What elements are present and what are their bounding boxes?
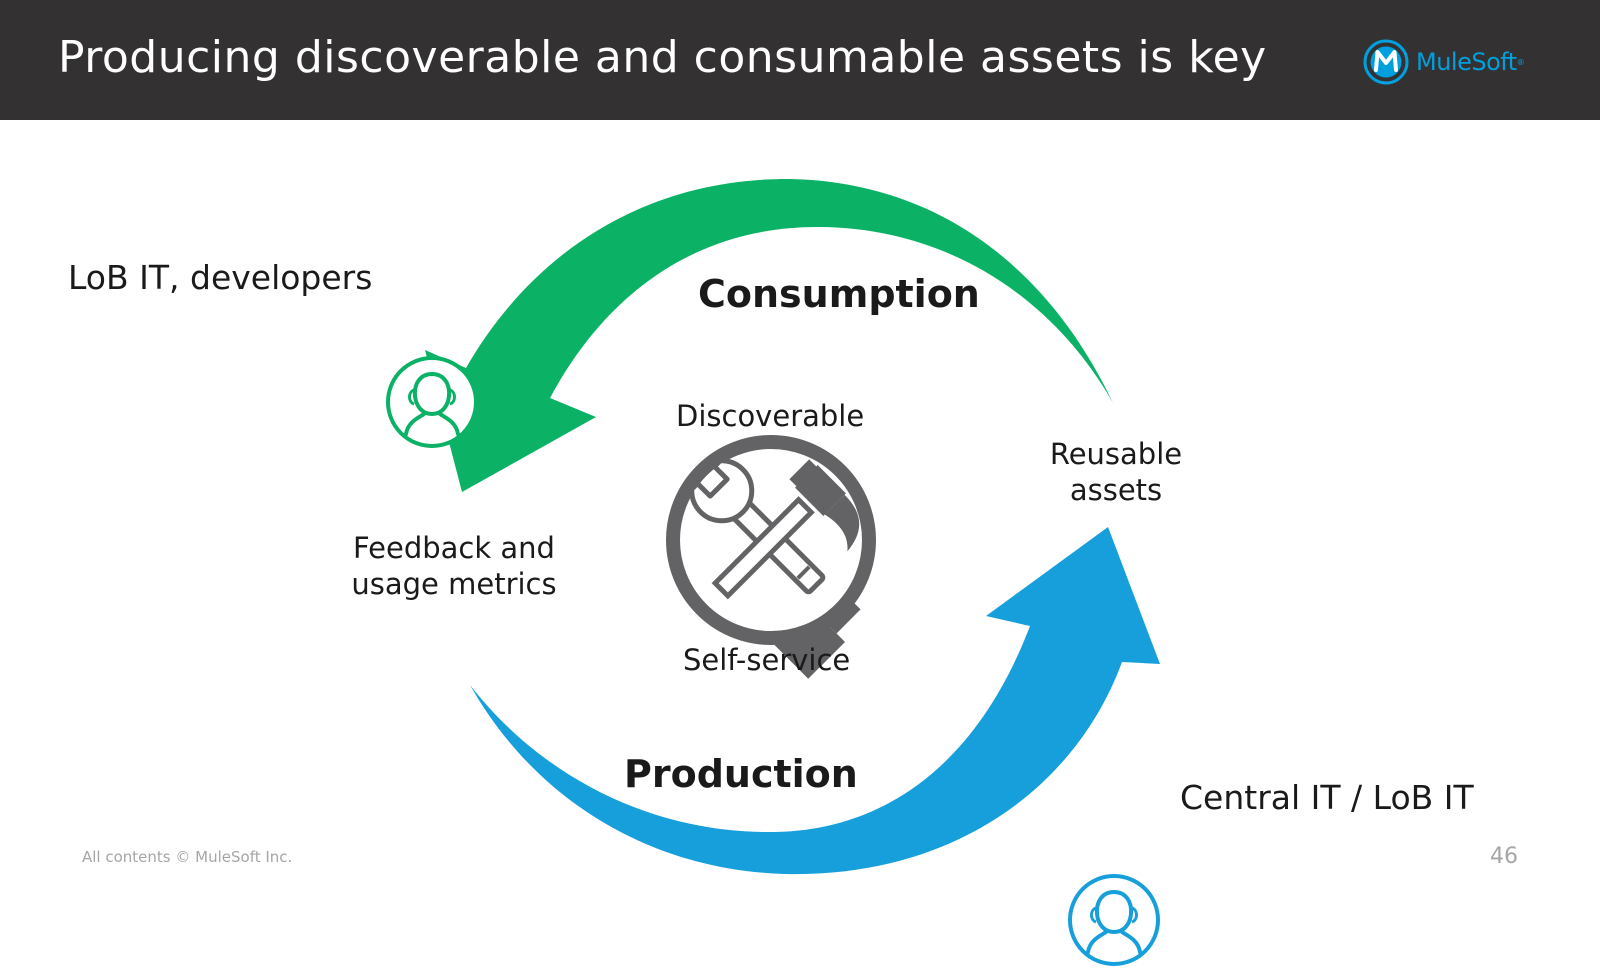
reusable-assets-line2: assets	[1069, 473, 1163, 507]
mulesoft-logo-icon	[1363, 39, 1409, 85]
logo-trademark: ®	[1516, 57, 1525, 67]
consumer-user-icon	[386, 356, 478, 448]
reusable-assets-label: Reusable assets	[1046, 436, 1186, 508]
cycle-arrows	[425, 178, 1160, 875]
slide-title: Producing discoverable and consumable as…	[58, 32, 1267, 83]
producer-role-label: Central IT / LoB IT	[1180, 778, 1474, 817]
page-number: 46	[1490, 844, 1518, 869]
feedback-metrics-label: Feedback and usage metrics	[340, 530, 568, 602]
consumer-role-label: LoB IT, developers	[68, 258, 373, 297]
copyright-footer: All contents © MuleSoft Inc.	[82, 848, 293, 866]
feedback-metrics-line1: Feedback and	[353, 531, 555, 565]
production-arrow	[470, 527, 1160, 875]
consumption-label: Consumption	[698, 272, 980, 316]
production-label: Production	[624, 752, 858, 796]
hammer-icon	[711, 459, 860, 600]
asset-lifecycle-diagram	[0, 120, 1600, 966]
mulesoft-logo-text: MuleSoft	[1416, 48, 1517, 76]
mulesoft-logo: MuleSoft ®	[1362, 38, 1525, 86]
discoverable-label: Discoverable	[676, 399, 865, 433]
slide-header: Producing discoverable and consumable as…	[0, 0, 1600, 120]
feedback-metrics-line2: usage metrics	[351, 567, 557, 601]
self-service-label: Self-service	[683, 643, 851, 677]
producer-user-icon	[1068, 874, 1160, 966]
reusable-assets-line1: Reusable	[1049, 437, 1183, 471]
consumption-arrow	[425, 178, 1113, 492]
magnifier-icon	[666, 435, 876, 679]
